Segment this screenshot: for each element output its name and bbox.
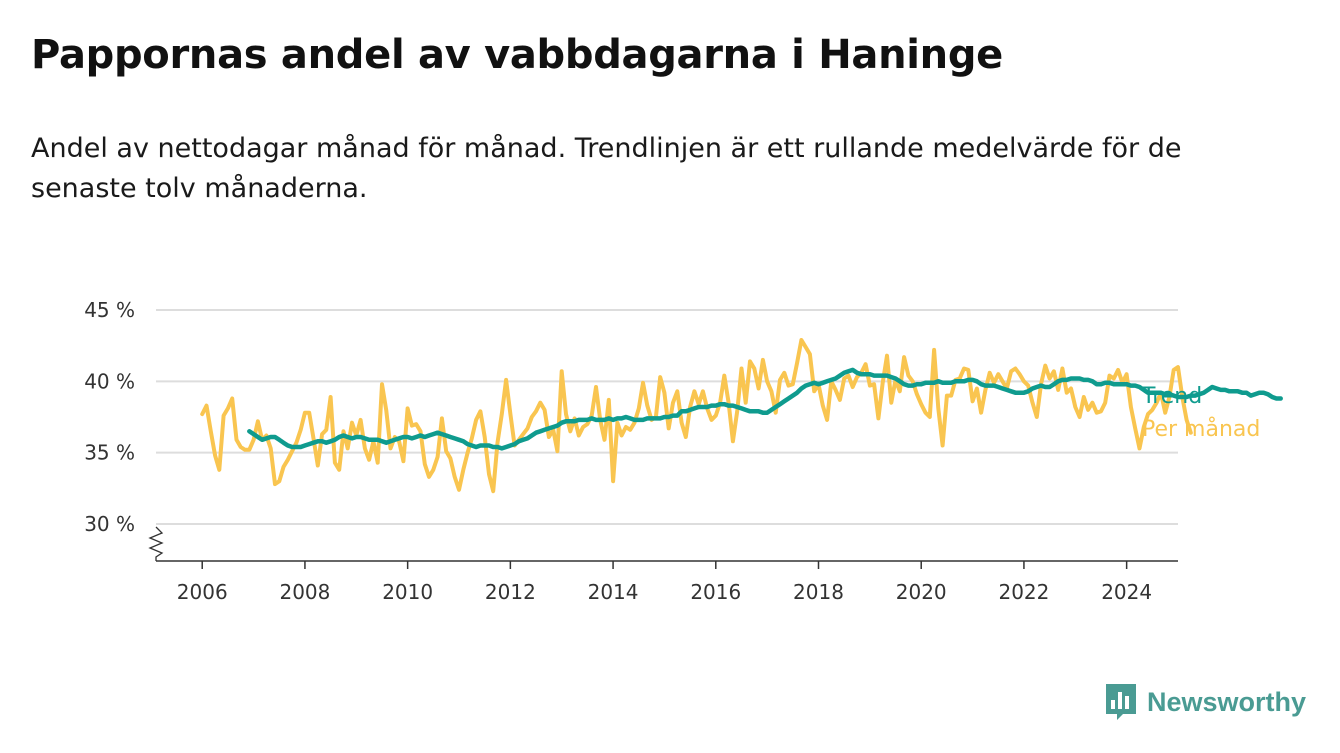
x-tick-label: 2020 [896, 580, 947, 604]
x-tick-label: 2018 [793, 580, 844, 604]
monthly-series-label: Per månad [1142, 416, 1260, 442]
axis-break-icon [148, 526, 164, 561]
x-tick-label: 2012 [485, 580, 536, 604]
monthly-series-line [200, 338, 1193, 494]
line-chart: 30 % 35 % 40 % 45 % 2006 2008 2010 2012 2014 201… [84, 298, 1283, 604]
brand-name: Newsworthy [1147, 686, 1307, 717]
x-tick-label: 2024 [1101, 580, 1152, 604]
y-tick-label: 40 % [84, 369, 135, 393]
x-tick-label: 2010 [382, 580, 433, 604]
x-tick-label: 2016 [690, 580, 741, 604]
y-tick-label: 45 % [84, 298, 135, 322]
y-axis-ticks: 30 % 35 % 40 % 45 % [84, 298, 135, 536]
x-tick-label: 2014 [588, 580, 639, 604]
y-tick-label: 35 % [84, 441, 135, 465]
series-labels: Per månad Trend [1141, 384, 1260, 442]
newsworthy-logo: Newsworthy [1103, 682, 1306, 722]
y-tick-label: 30 % [84, 512, 135, 536]
x-tick-label: 2008 [279, 580, 330, 604]
x-axis: 2006 2008 2010 2012 2014 2016 2018 2020 2022 2024 [148, 526, 1178, 604]
x-tick-label: 2022 [998, 580, 1049, 604]
chart-subtitle: Andel av nettodagar månad för månad. Tre… [31, 133, 1182, 204]
chart-title: Pappornas andel av vabbdagarna i Haninge [31, 32, 1004, 78]
trend-series-label: Trend [1141, 384, 1202, 409]
bar-chart-speech-icon [1106, 684, 1136, 720]
trend-series-line [247, 367, 1283, 451]
series-lines [200, 338, 1283, 494]
x-tick-label: 2006 [177, 580, 228, 604]
